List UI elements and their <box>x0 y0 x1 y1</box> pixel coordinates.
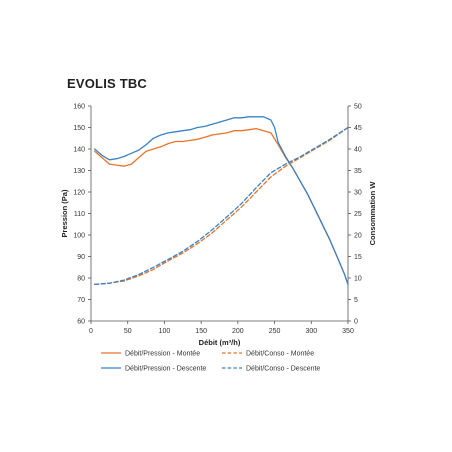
y2-tick-label: 0 <box>354 319 358 326</box>
y2-tick-label: 20 <box>354 233 362 240</box>
y2-tick-label: 25 <box>354 211 362 218</box>
y2-tick-label: 15 <box>354 254 362 261</box>
y-tick-label: 80 <box>77 276 85 283</box>
chart-title: EVOLIS TBC <box>67 76 148 91</box>
legend-label-2: Débit/Conso - Montée <box>246 351 314 358</box>
x-tick-label: 250 <box>269 328 281 335</box>
x-tick-label: 150 <box>195 328 207 335</box>
y-tick-label: 140 <box>73 147 85 154</box>
x-axis-title: Débit (m³/h) <box>199 338 241 347</box>
x-tick-label: 100 <box>159 328 171 335</box>
y-tick-label: 60 <box>77 319 85 326</box>
y-tick-label: 90 <box>77 254 85 261</box>
y-tick-label: 120 <box>73 190 85 197</box>
y2-axis-title: Consommation W <box>368 181 377 246</box>
y2-tick-label: 5 <box>354 297 358 304</box>
y2-tick-label: 45 <box>354 125 362 132</box>
x-tick-label: 350 <box>342 328 354 335</box>
y-tick-label: 130 <box>73 168 85 175</box>
series-line-3 <box>94 126 349 286</box>
series-line-1 <box>94 116 349 286</box>
legend-label-1: Débit/Pression - Descente <box>125 366 206 373</box>
x-tick-label: 200 <box>232 328 244 335</box>
y2-tick-label: 50 <box>354 104 362 111</box>
legend-label-3: Débit/Conso - Descente <box>246 366 320 373</box>
y2-tick-label: 10 <box>354 276 362 283</box>
y-tick-label: 150 <box>73 125 85 132</box>
x-tick-label: 0 <box>89 328 93 335</box>
y-tick-label: 160 <box>73 104 85 111</box>
x-tick-label: 300 <box>305 328 317 335</box>
axes-group: 0 50 100 150 200 250 300 3506070809010011012013… <box>60 104 377 348</box>
series-lines-group <box>94 116 349 286</box>
legend: Débit/Pression - Montée Débit/Conso - Mon… <box>101 351 320 373</box>
y-tick-label: 70 <box>77 297 85 304</box>
x-tick-label: 50 <box>124 328 132 335</box>
y-tick-label: 110 <box>74 211 85 218</box>
legend-label-0: Débit/Pression - Montée <box>125 351 200 358</box>
y2-tick-label: 40 <box>354 147 362 154</box>
y2-tick-label: 30 <box>354 190 362 197</box>
y2-tick-label: 35 <box>354 168 362 175</box>
series-line-2 <box>94 126 349 286</box>
y-tick-label: 100 <box>73 233 85 240</box>
y-axis-title: Pression (Pa) <box>60 189 69 237</box>
